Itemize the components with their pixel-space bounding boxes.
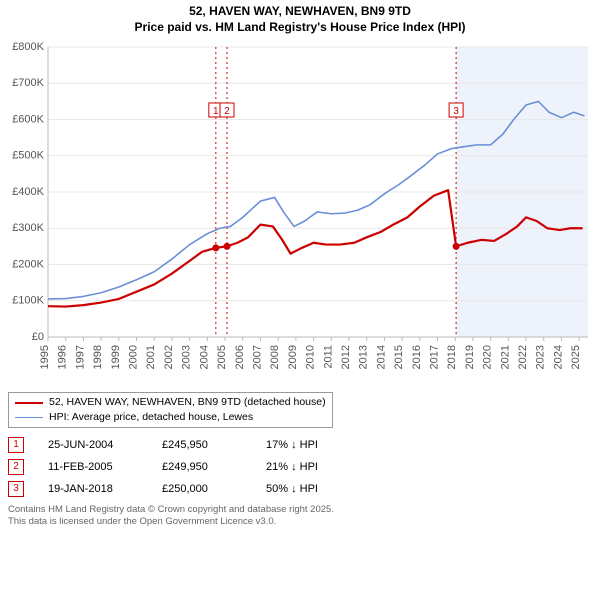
annotation-marker: 3 [8, 481, 24, 497]
svg-text:2003: 2003 [181, 345, 193, 369]
svg-text:£500K: £500K [12, 150, 44, 162]
svg-text:3: 3 [453, 106, 459, 117]
svg-text:2014: 2014 [375, 345, 387, 369]
svg-text:2024: 2024 [552, 345, 564, 369]
annotation-date: 25-JUN-2004 [48, 439, 138, 451]
svg-text:2019: 2019 [464, 345, 476, 369]
svg-text:2021: 2021 [499, 345, 511, 369]
annotation-date: 11-FEB-2005 [48, 461, 138, 473]
svg-text:1996: 1996 [57, 345, 69, 369]
annotation-table: 1 25-JUN-2004 £245,950 17% ↓ HPI 2 11-FEB-200… [8, 434, 592, 500]
svg-text:2022: 2022 [517, 345, 529, 369]
svg-text:2012: 2012 [340, 345, 352, 369]
svg-text:2017: 2017 [429, 345, 441, 369]
annotation-marker: 1 [8, 437, 24, 453]
footer: Contains HM Land Registry data © Crown c… [8, 504, 592, 529]
svg-text:2010: 2010 [305, 345, 317, 369]
annotation-diff: 21% ↓ HPI [266, 461, 356, 473]
svg-text:£400K: £400K [12, 186, 44, 198]
annotation-date: 19-JAN-2018 [48, 483, 138, 495]
annotation-row: 2 11-FEB-2005 £249,950 21% ↓ HPI [8, 456, 592, 478]
svg-text:2009: 2009 [287, 345, 299, 369]
svg-text:2001: 2001 [145, 345, 157, 369]
svg-text:£100K: £100K [12, 295, 44, 307]
svg-text:2016: 2016 [411, 345, 423, 369]
legend: 52, HAVEN WAY, NEWHAVEN, BN9 9TD (detach… [8, 392, 333, 427]
svg-text:2: 2 [224, 106, 230, 117]
legend-swatch [15, 417, 43, 418]
svg-text:2015: 2015 [393, 345, 405, 369]
legend-swatch [15, 402, 43, 404]
svg-text:£800K: £800K [12, 41, 44, 53]
svg-text:2007: 2007 [251, 345, 263, 369]
title-block: 52, HAVEN WAY, NEWHAVEN, BN9 9TD Price p… [0, 0, 600, 35]
svg-text:2002: 2002 [163, 345, 175, 369]
svg-text:2008: 2008 [269, 345, 281, 369]
chart-svg: £0 £100K £200K £300K £400K £500K £600K £700K £80… [8, 41, 592, 381]
svg-text:£200K: £200K [12, 259, 44, 271]
svg-text:2025: 2025 [570, 345, 582, 369]
svg-text:1: 1 [213, 106, 219, 117]
svg-text:2006: 2006 [234, 345, 246, 369]
annotation-row: 1 25-JUN-2004 £245,950 17% ↓ HPI [8, 434, 592, 456]
annotation-price: £249,950 [162, 461, 242, 473]
footer-line-2: This data is licensed under the Open Gov… [8, 516, 592, 528]
svg-text:2000: 2000 [128, 345, 140, 369]
legend-row: 52, HAVEN WAY, NEWHAVEN, BN9 9TD (detach… [15, 395, 326, 410]
svg-text:1995: 1995 [39, 345, 51, 369]
footer-line-1: Contains HM Land Registry data © Crown c… [8, 504, 592, 516]
annotation-marker: 2 [8, 459, 24, 475]
legend-row: HPI: Average price, detached house, Lewe… [15, 410, 326, 425]
svg-text:£300K: £300K [12, 222, 44, 234]
annotation-price: £250,000 [162, 483, 242, 495]
legend-label: 52, HAVEN WAY, NEWHAVEN, BN9 9TD (detach… [49, 395, 326, 410]
svg-text:£600K: £600K [12, 114, 44, 126]
annotation-diff: 17% ↓ HPI [266, 439, 356, 451]
svg-text:£700K: £700K [12, 77, 44, 89]
annotation-row: 3 19-JAN-2018 £250,000 50% ↓ HPI [8, 478, 592, 500]
legend-label: HPI: Average price, detached house, Lewe… [49, 410, 253, 425]
svg-text:1997: 1997 [74, 345, 86, 369]
svg-text:£0: £0 [32, 331, 44, 343]
svg-text:2023: 2023 [535, 345, 547, 369]
annotation-price: £245,950 [162, 439, 242, 451]
svg-text:2004: 2004 [198, 345, 210, 369]
svg-text:1998: 1998 [92, 345, 104, 369]
svg-text:1999: 1999 [110, 345, 122, 369]
svg-text:2020: 2020 [482, 345, 494, 369]
svg-text:2013: 2013 [358, 345, 370, 369]
svg-text:2011: 2011 [322, 345, 334, 369]
title-line-2: Price paid vs. HM Land Registry's House … [0, 20, 600, 36]
svg-text:2005: 2005 [216, 345, 228, 369]
chart: £0 £100K £200K £300K £400K £500K £600K £700K £80… [8, 41, 592, 386]
title-line-1: 52, HAVEN WAY, NEWHAVEN, BN9 9TD [0, 4, 600, 20]
svg-text:2018: 2018 [446, 345, 458, 369]
annotation-diff: 50% ↓ HPI [266, 483, 356, 495]
